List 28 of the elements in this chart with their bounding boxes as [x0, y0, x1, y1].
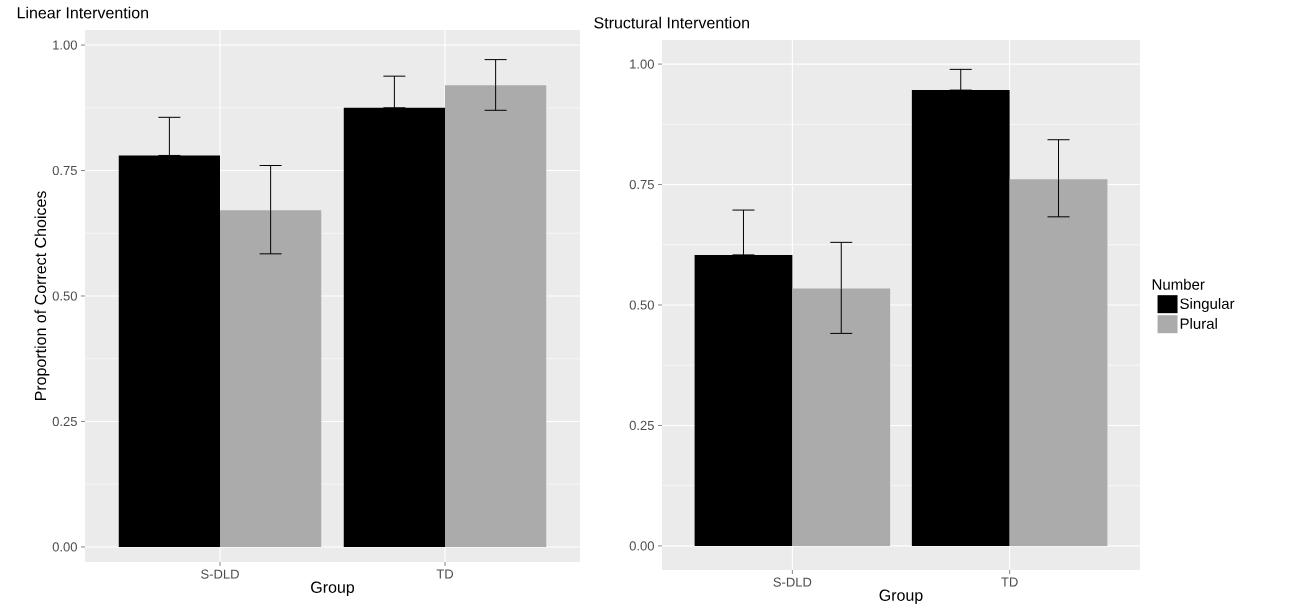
bar [445, 85, 547, 547]
x-tick-label: TD [436, 569, 454, 579]
y-tick-label: 0.75 [52, 165, 77, 176]
y-tick-label: 0.00 [629, 541, 654, 551]
bar [694, 254, 793, 546]
x-tick-label: S-DLD [201, 569, 239, 579]
y-tick-label: 0.00 [52, 542, 77, 552]
bar [1009, 179, 1108, 546]
chart-title: Structural Intervention [594, 16, 749, 29]
y-tick-label: 0.25 [629, 420, 654, 431]
x-tick-label: S-DLD [773, 577, 812, 587]
y-axis-title: Proportion of Correct Choices [34, 191, 50, 401]
chart-title: Linear Intervention [17, 6, 148, 19]
legend-label: Singular [1180, 297, 1235, 312]
legend-label: Plural [1180, 317, 1217, 329]
bar [792, 288, 891, 546]
y-tick-label: 0.50 [629, 300, 654, 310]
y-tick-label: 0.50 [52, 291, 77, 301]
bar [911, 90, 1010, 546]
y-tick-label: 1.00 [630, 59, 654, 69]
y-tick-label: 0.75 [629, 179, 654, 190]
y-tick-label: 1.00 [53, 40, 77, 50]
x-axis-title: Group [879, 589, 923, 605]
legend-title: Number [1152, 278, 1205, 290]
x-tick-label: TD [1001, 577, 1018, 587]
bar [220, 210, 322, 547]
y-tick-label: 0.25 [52, 416, 77, 427]
x-axis-title: Group [311, 581, 355, 597]
